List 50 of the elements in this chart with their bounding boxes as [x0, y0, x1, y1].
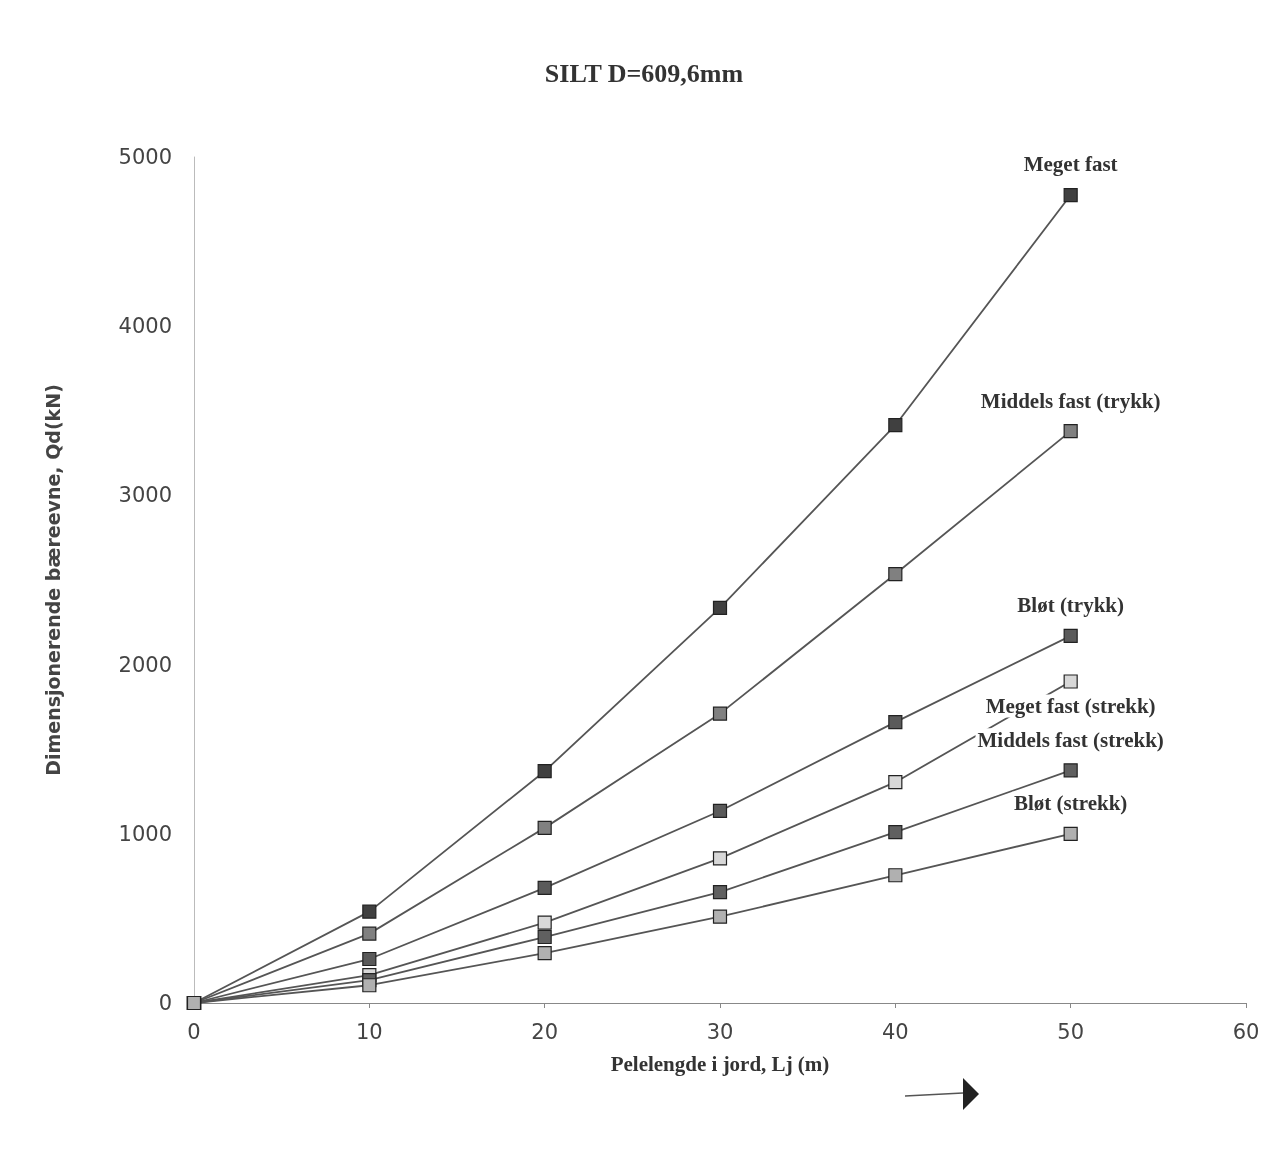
x-tick-label: 30 [706, 1019, 734, 1044]
y-tick-label: 5000 [118, 145, 172, 169]
series-label: Meget fast (strekk) [985, 694, 1156, 719]
y-tick-label: 2000 [118, 652, 172, 677]
series-label: Middels fast (trykk) [980, 388, 1161, 413]
point [888, 566, 903, 582]
point [712, 706, 728, 721]
point [362, 904, 377, 919]
point [537, 820, 552, 835]
point [1063, 763, 1078, 778]
y-tick-label: 1000 [118, 821, 172, 846]
point [1063, 187, 1078, 203]
x-tick-label: 60 [1232, 1019, 1260, 1044]
point [362, 926, 377, 941]
x-tick-label: 40 [881, 1019, 909, 1044]
x-tick-label: 0 [187, 1019, 201, 1044]
point [712, 851, 728, 866]
point [537, 915, 552, 930]
point [1063, 628, 1078, 643]
x-axis-title: Pelelengde i jord, Lj (m) [610, 1051, 830, 1076]
series-label: Bløt (trykk) [1017, 593, 1125, 618]
point [1063, 826, 1078, 841]
y-tick-label: 4000 [118, 314, 172, 339]
y-tick-label: 3000 [118, 483, 172, 508]
series-label: Middels fast (strekk) [977, 727, 1164, 752]
point [888, 775, 903, 790]
chart-title: SILT D=609,6mm [544, 58, 744, 88]
point [888, 825, 903, 840]
point [537, 945, 552, 961]
point [362, 978, 377, 993]
point [537, 764, 552, 779]
x-tick-label: 50 [1057, 1019, 1085, 1044]
point [362, 951, 377, 967]
point [1063, 674, 1078, 689]
y-tick-label: 0 [158, 991, 172, 1015]
point [888, 715, 903, 730]
point [888, 868, 903, 883]
series-label: Meget fast [1023, 152, 1118, 177]
x-tick-label: 20 [531, 1019, 559, 1044]
point [537, 880, 552, 896]
point [888, 418, 903, 433]
point [537, 929, 552, 945]
point [712, 885, 728, 900]
series-label: Bløt (strekk) [1013, 791, 1128, 816]
point [712, 909, 728, 924]
point [712, 803, 728, 819]
y-axis-title: Dimensjonerende bæreevne, Qd(kN) [41, 384, 64, 776]
x-tick-label: 10 [355, 1019, 383, 1044]
point [712, 600, 728, 616]
point [1063, 424, 1078, 439]
